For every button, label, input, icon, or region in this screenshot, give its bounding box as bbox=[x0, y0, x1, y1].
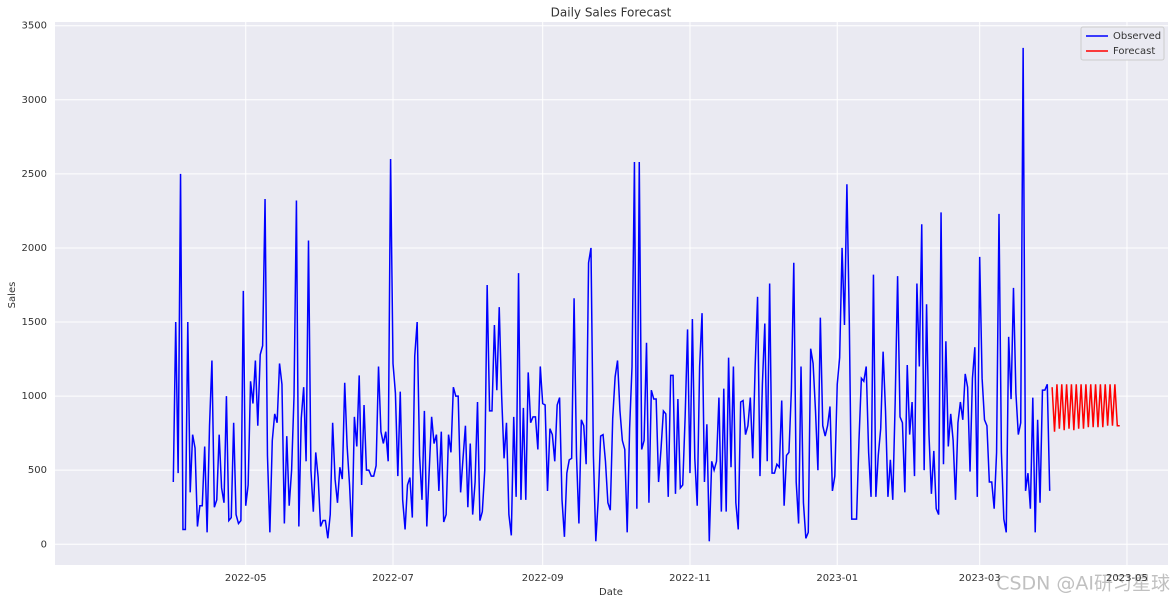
x-tick-label: 2023-03 bbox=[959, 573, 1001, 584]
x-tick-label: 2023-05 bbox=[1106, 573, 1148, 584]
y-tick-label: 2000 bbox=[22, 243, 47, 254]
y-tick-label: 0 bbox=[41, 539, 47, 550]
legend-label: Observed bbox=[1113, 31, 1161, 42]
y-tick-label: 500 bbox=[28, 465, 47, 476]
series-line bbox=[1051, 384, 1120, 432]
x-tick-label: 2023-01 bbox=[816, 573, 858, 584]
y-tick-label: 1000 bbox=[22, 391, 47, 402]
legend-label: Forecast bbox=[1113, 46, 1155, 57]
legend: Observed Forecast bbox=[1080, 26, 1165, 61]
y-tick-label: 3000 bbox=[22, 95, 47, 106]
chart-title: Daily Sales Forecast bbox=[551, 6, 672, 20]
y-axis-label: Sales bbox=[7, 282, 18, 309]
x-tick-label: 2022-09 bbox=[522, 573, 564, 584]
x-axis-label: Date bbox=[599, 587, 623, 598]
watermark: CSDN @AI研习星球 bbox=[996, 573, 1170, 595]
y-tick-label: 1500 bbox=[22, 317, 47, 328]
x-tick-label: 2022-11 bbox=[669, 573, 711, 584]
x-tick-label: 2022-07 bbox=[372, 573, 414, 584]
x-tick-label: 2022-05 bbox=[225, 573, 267, 584]
series-line bbox=[172, 47, 1051, 542]
y-tick-label: 2500 bbox=[22, 169, 47, 180]
y-tick-label: 3500 bbox=[22, 21, 47, 32]
